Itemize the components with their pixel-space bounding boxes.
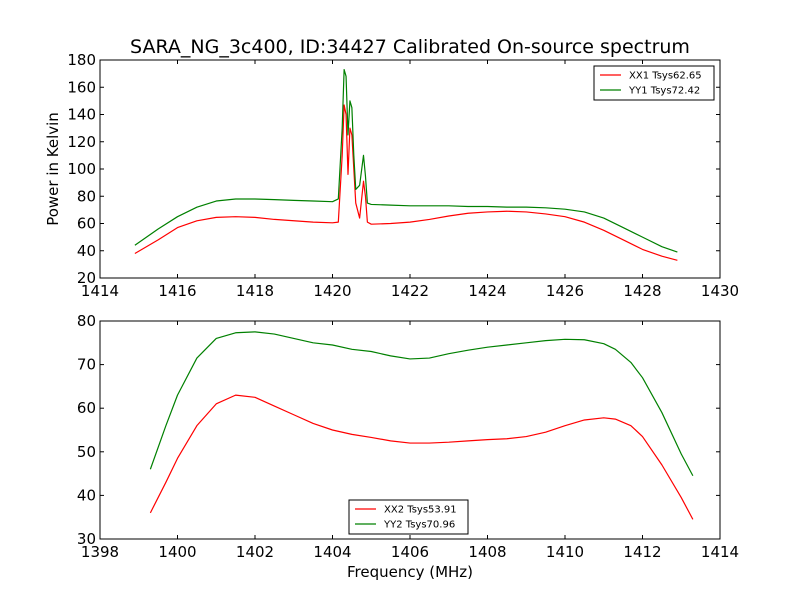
y-tick-label: 180 xyxy=(67,51,96,69)
y-tick-label: 140 xyxy=(67,106,96,124)
x-tick-label: 1428 xyxy=(623,282,661,300)
x-tick-label: 1418 xyxy=(236,282,274,300)
y-tick-label: 80 xyxy=(77,312,96,330)
y-tick-label: 70 xyxy=(77,356,96,374)
top-spectrum-panel: 1414 1416 1418 1420 1422 1424 1426 1428 1430 20 40… xyxy=(67,51,739,300)
x-axis-label: Frequency (MHz) xyxy=(347,563,473,581)
y-tick-label: 60 xyxy=(77,399,96,417)
legend-box xyxy=(348,499,469,535)
x-tick-label: 1416 xyxy=(158,282,196,300)
y-tick-label: 30 xyxy=(77,530,96,548)
y-tick-label: 20 xyxy=(77,269,96,287)
x-tick-label: 1414 xyxy=(701,543,739,561)
legend-box xyxy=(593,65,715,101)
bottom-spectrum-panel: 1398 1400 1402 1404 1406 1408 1410 1412 1414 30 40… xyxy=(77,312,739,561)
y-tick-label: 40 xyxy=(77,242,96,260)
x-tick-label: 1402 xyxy=(236,543,274,561)
y-tick-label: 100 xyxy=(67,160,96,178)
y-tick-label: 160 xyxy=(67,78,96,96)
x-tick-label: 1420 xyxy=(313,282,351,300)
y-axis-label: Power in Kelvin xyxy=(44,112,62,226)
y-tick-label: 80 xyxy=(77,187,96,205)
x-tick-label: 1422 xyxy=(391,282,429,300)
x-tick-label: 1410 xyxy=(546,543,584,561)
x-tick-label: 1424 xyxy=(468,282,506,300)
legend: XX1 Tsys62.65 YY1 Tsys72.42 xyxy=(593,65,715,101)
legend-label: YY1 Tsys72.42 xyxy=(628,86,700,97)
y-tick-label: 60 xyxy=(77,215,96,233)
series-line-2 xyxy=(134,68,678,253)
x-tick-label: 1400 xyxy=(158,543,196,561)
series-line-1 xyxy=(149,394,694,520)
x-tick-label: 1404 xyxy=(313,543,351,561)
legend-label: XX1 Tsys62.65 xyxy=(629,71,702,82)
x-tick-label: 1412 xyxy=(623,543,661,561)
x-tick-label: 1430 xyxy=(701,282,739,300)
legend: XX2 Tsys53.91 YY2 Tsys70.96 xyxy=(348,499,469,535)
y-tick-label: 50 xyxy=(77,443,96,461)
chart-title: SARA_NG_3c400, ID:34427 Calibrated On-so… xyxy=(130,36,690,58)
series-line-2 xyxy=(149,331,694,477)
y-tick-label: 40 xyxy=(77,486,96,504)
x-tick-label: 1408 xyxy=(468,543,506,561)
series-line-1 xyxy=(134,104,678,261)
x-tick-label: 1398 xyxy=(81,543,119,561)
x-tick-label: 1426 xyxy=(546,282,584,300)
y-tick-label: 120 xyxy=(67,133,96,151)
legend-label: YY2 Tsys70.96 xyxy=(383,520,455,531)
x-tick-label: 1406 xyxy=(391,543,429,561)
legend-label: XX2 Tsys53.91 xyxy=(384,505,457,516)
x-tick-label: 1414 xyxy=(81,282,119,300)
